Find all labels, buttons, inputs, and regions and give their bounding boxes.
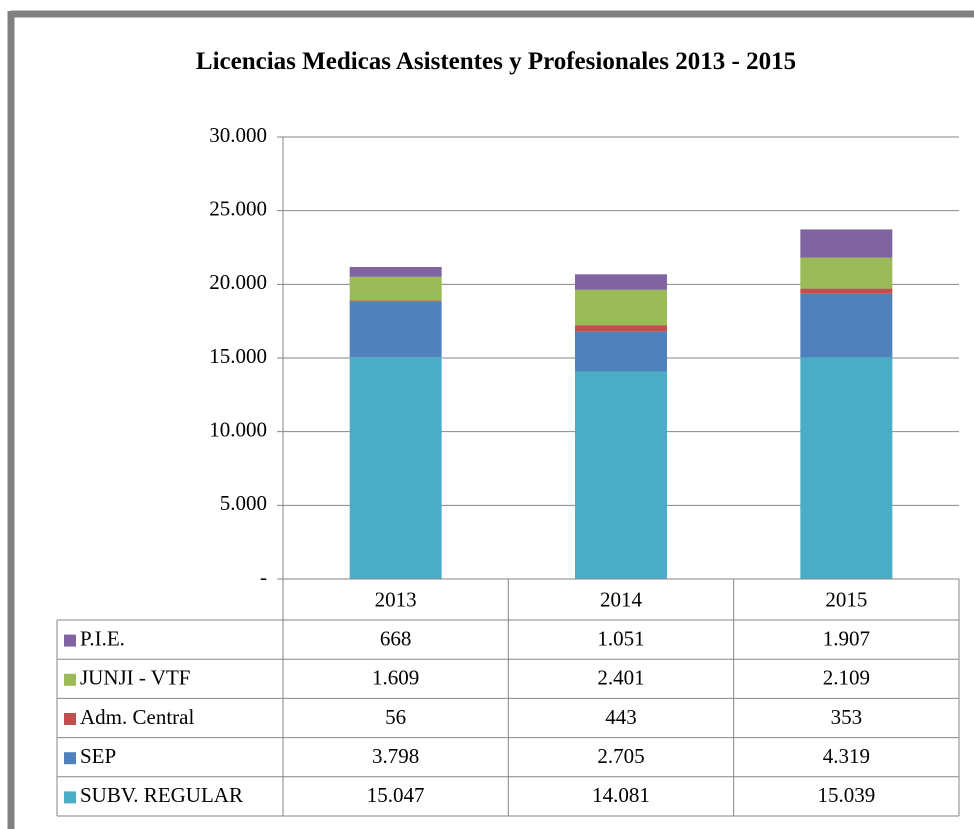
- bar-segment: [800, 257, 893, 289]
- y-tick-label: 15.000: [209, 344, 267, 368]
- legend-swatch: [64, 634, 76, 647]
- legend-label: SUBV. REGULAR: [80, 783, 243, 807]
- table-value: 668: [380, 626, 412, 650]
- table-value: 2.109: [823, 666, 870, 690]
- y-tick-label: 25.000: [209, 196, 267, 220]
- bar-segment: [349, 357, 442, 579]
- table-value: 2.401: [597, 666, 644, 690]
- bar-segment: [575, 289, 667, 326]
- legend-swatch: [64, 713, 76, 725]
- bar-segment: [349, 301, 442, 358]
- y-tick-label: 5.000: [220, 491, 267, 515]
- bar-segment: [349, 266, 442, 277]
- bar-segment: [575, 274, 667, 290]
- table-value: 4.319: [823, 744, 870, 768]
- y-tick-label: 10.000: [209, 417, 267, 441]
- bar-segment: [349, 276, 442, 301]
- bar-segment: [800, 357, 893, 579]
- legend-label: SEP: [80, 744, 116, 768]
- y-tick-label: -: [260, 565, 267, 589]
- table-value: 2.705: [597, 744, 644, 768]
- y-tick-label: 20.000: [209, 270, 267, 294]
- table-value: 14.081: [592, 783, 650, 807]
- legend-label: Adm. Central: [80, 705, 194, 729]
- table-value: 1.907: [823, 626, 870, 650]
- table-value: 1.609: [372, 666, 419, 690]
- table-value: 353: [831, 705, 863, 729]
- legend-label: JUNJI - VTF: [80, 666, 190, 690]
- y-tick-label: 30.000: [209, 123, 267, 147]
- bar-segment: [800, 288, 893, 294]
- chart-title: Licencias Medicas Asistentes y Profesion…: [195, 48, 797, 75]
- table-value: 443: [605, 705, 637, 729]
- x-tick-label: 2013: [375, 587, 417, 611]
- bar-segment: [575, 325, 667, 332]
- legend-swatch: [64, 673, 76, 686]
- table-value: 15.047: [367, 783, 425, 807]
- legend-swatch: [64, 752, 76, 765]
- bar-segment: [800, 293, 893, 358]
- table-value: 56: [385, 705, 406, 729]
- bar-segment: [349, 300, 442, 302]
- x-tick-label: 2014: [600, 587, 643, 611]
- table-value: 3.798: [372, 744, 419, 768]
- table-value: 1.051: [597, 626, 644, 650]
- table-value: 15.039: [817, 783, 875, 807]
- x-tick-label: 2015: [825, 587, 867, 611]
- legend-label: P.I.E.: [80, 626, 125, 650]
- bar-segment: [575, 331, 667, 372]
- bar-segment: [575, 371, 667, 579]
- bar-segment: [800, 229, 893, 258]
- legend-swatch: [64, 791, 76, 804]
